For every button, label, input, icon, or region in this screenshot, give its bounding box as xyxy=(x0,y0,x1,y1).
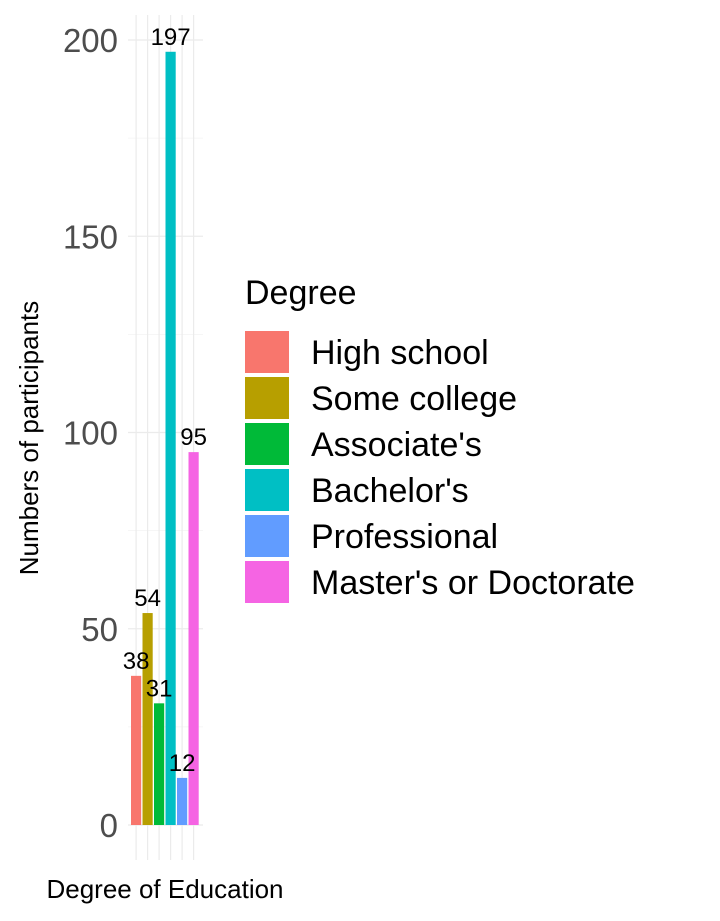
data-labels: 38 54 31 197 12 95 xyxy=(123,24,207,777)
bar-data-label: 95 xyxy=(180,424,207,451)
bar xyxy=(177,777,188,825)
legend-key xyxy=(245,423,289,465)
legend-label: Associate's xyxy=(311,426,482,464)
legend-key xyxy=(245,377,289,419)
bar xyxy=(165,51,176,825)
bar xyxy=(154,703,165,825)
legend-title: Degree xyxy=(245,274,357,312)
bar-data-label: 31 xyxy=(146,675,173,702)
bar xyxy=(131,675,142,825)
y-tick-label: 0 xyxy=(100,807,118,844)
bars xyxy=(131,51,199,825)
y-axis-ticks: 0 50 100 150 200 xyxy=(63,22,118,844)
legend-label: High school xyxy=(311,334,489,372)
legend-key xyxy=(245,515,289,557)
bar-data-label: 12 xyxy=(169,750,196,777)
bar-data-label: 197 xyxy=(151,24,191,51)
legend-key xyxy=(245,561,289,603)
y-tick-label: 150 xyxy=(63,218,118,255)
legend-label: Bachelor's xyxy=(311,472,469,510)
y-tick-label: 200 xyxy=(63,22,118,59)
x-axis-title: Degree of Education xyxy=(46,874,283,904)
bar xyxy=(188,452,199,825)
y-tick-label: 50 xyxy=(81,611,118,648)
bar-data-label: 38 xyxy=(123,648,150,675)
legend-key xyxy=(245,469,289,511)
y-tick-label: 100 xyxy=(63,415,118,452)
legend: Degree High school Some college Associate'… xyxy=(245,274,635,603)
y-axis-title: Numbers of participants xyxy=(14,301,44,576)
bar-data-label: 54 xyxy=(134,585,161,612)
legend-label: Some college xyxy=(311,380,517,418)
bar xyxy=(142,613,153,825)
legend-label: Master's or Doctorate xyxy=(311,564,635,602)
legend-label: Professional xyxy=(311,518,498,556)
legend-key xyxy=(245,331,289,373)
